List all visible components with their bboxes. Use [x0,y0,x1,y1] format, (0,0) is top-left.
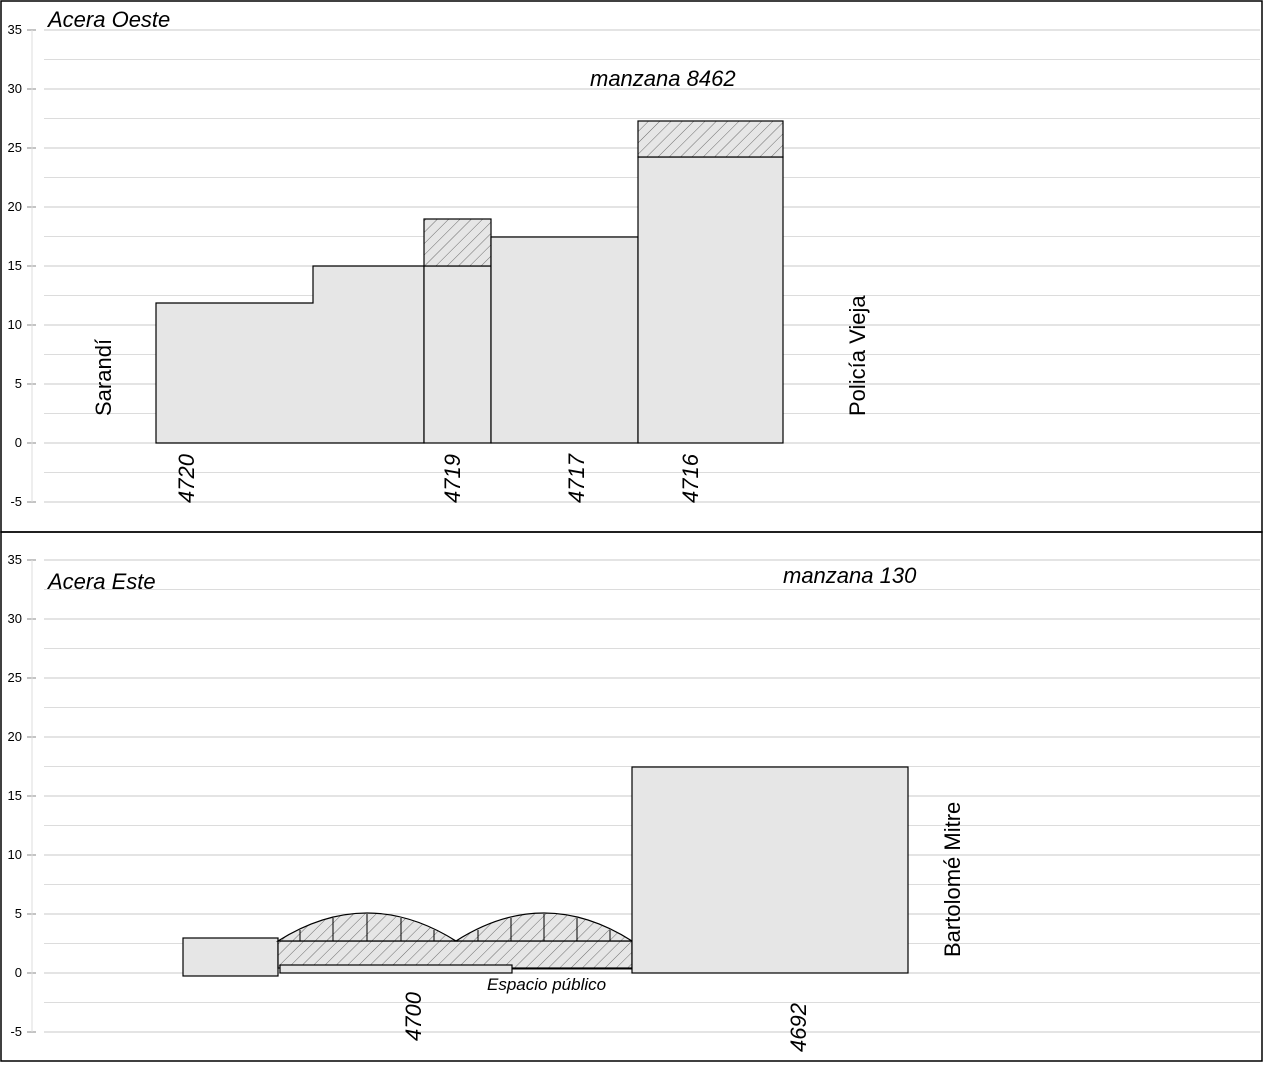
axis-tick-label: 20 [8,729,22,744]
axis-tick-label: 10 [8,847,22,862]
lot-label-4720: 4720 [174,453,199,503]
street-label-bartolome-mitre: Bartolomé Mitre [940,802,965,957]
axis-tick-label: 30 [8,81,22,96]
public-space-label: Espacio público [487,975,606,994]
east-panel-frame [0,531,1263,1062]
axis-tick-label: -5 [10,1024,22,1039]
axis-tick-label: 30 [8,611,22,626]
lot-label-4717: 4717 [564,453,589,503]
east-side-label: Acera Este [46,569,156,594]
lot-4717-building [490,236,639,444]
axis-tick-label: 0 [15,435,22,450]
lot-4716-roof-hatch [637,120,784,158]
axis-tick-label: 15 [8,788,22,803]
axis-tick-label: 35 [8,22,22,37]
west-facade [155,120,784,444]
public-space-slab [279,964,513,974]
street-label-policia-vieja: Policía Vieja [845,295,870,416]
west-side-label: Acera Oeste [46,7,170,32]
east-facade [182,766,909,977]
lot-label-4719: 4719 [440,454,465,503]
lot-4692-building [631,766,909,974]
street-label-sarandi: Sarandí [91,339,116,416]
lot-label-4716: 4716 [678,453,703,503]
lot-label-4692: 4692 [786,1003,811,1052]
axis-tick-label: 25 [8,670,22,685]
lot-4700-small-building [182,937,279,977]
lot-4719-building [423,265,492,444]
axis-tick-label: 5 [15,376,22,391]
axis-tick-label: 0 [15,965,22,980]
axis-tick-label: 35 [8,552,22,567]
axis-tick-label: 25 [8,140,22,155]
lot-label-4700: 4700 [401,991,426,1041]
arch-ribs [299,914,611,941]
lot-4716-building [637,156,784,444]
axis-tick-label: 20 [8,199,22,214]
axis-tick-label: 15 [8,258,22,273]
axis-tick-label: 5 [15,906,22,921]
east-block-label: manzana 130 [783,563,917,588]
west-block-label: manzana 8462 [590,66,736,91]
lot-4700-hatched-band [277,940,633,969]
lot-4720-building [155,265,425,444]
axis-tick-label: -5 [10,494,22,509]
axis-tick-label: 10 [8,317,22,332]
lot-4719-roof-hatch [423,218,492,267]
